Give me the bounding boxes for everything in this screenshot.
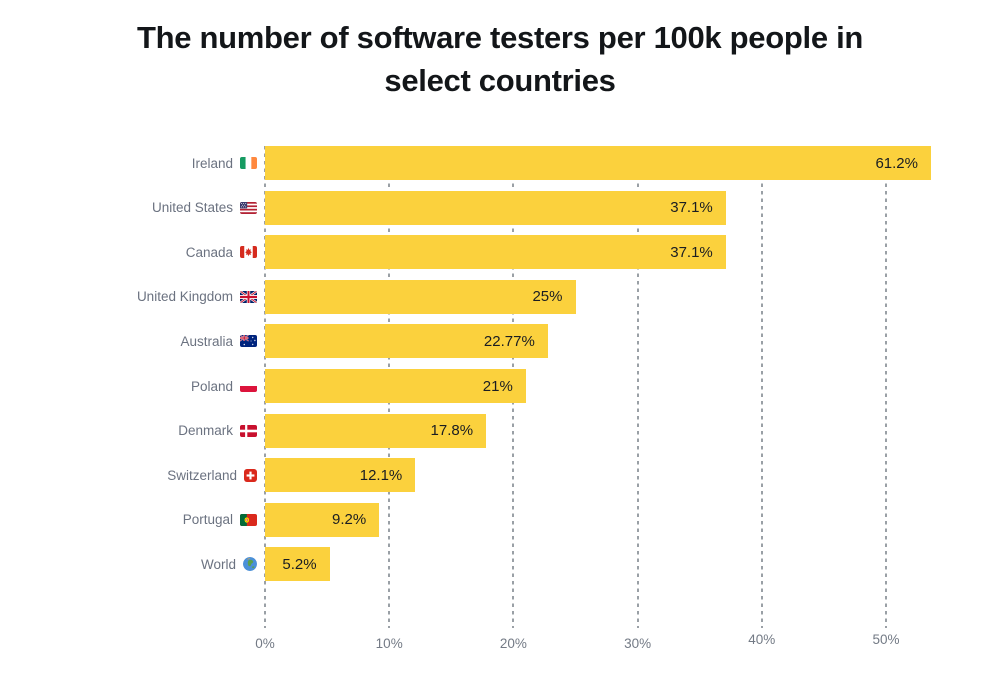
chart-title-line-1: The number of software testers per 100k … bbox=[136, 20, 864, 55]
flag-australia-icon bbox=[240, 335, 257, 348]
bar-value-label: 37.1% bbox=[670, 199, 713, 217]
category-label-ireland: Ireland bbox=[0, 146, 257, 180]
flag-poland-icon bbox=[240, 380, 257, 392]
category-label-text: Australia bbox=[180, 333, 233, 349]
category-label-text: Poland bbox=[190, 378, 233, 394]
category-label-text: Switzerland bbox=[167, 467, 237, 483]
gridline-50% bbox=[885, 146, 887, 628]
table-row: United Kingdom 25% bbox=[0, 279, 1000, 314]
x-tick-label-10%: 10% bbox=[375, 636, 403, 651]
flag-united-states-icon bbox=[240, 201, 257, 214]
table-row: Ireland 61.2% bbox=[0, 146, 1000, 180]
bar-australia: 22.77% bbox=[265, 324, 548, 359]
bar-switzerland: 12.1% bbox=[265, 458, 416, 493]
bar-poland: 21% bbox=[265, 369, 526, 403]
category-label-text: World bbox=[200, 556, 236, 572]
bar-denmark: 17.8% bbox=[265, 413, 487, 448]
bar-value-label: 61.2% bbox=[875, 154, 918, 172]
x-tick-label-40%: 40% bbox=[748, 632, 776, 647]
bar-value-label: 12.1% bbox=[359, 466, 403, 484]
category-label-portugal: Portugal bbox=[0, 503, 257, 537]
category-label-text: Portugal bbox=[182, 512, 233, 528]
table-row: Canada 37.1% bbox=[0, 235, 1000, 270]
category-label-poland: Poland bbox=[0, 369, 257, 403]
category-label-switzerland: Switzerland bbox=[0, 458, 257, 492]
category-label-denmark: Denmark bbox=[0, 414, 257, 448]
bar-world-globe: 5.2% bbox=[265, 547, 330, 582]
bar-value-label: 22.77% bbox=[483, 332, 535, 350]
table-row: Switzerland 12.1% bbox=[0, 458, 1000, 493]
category-label-united-states: United States bbox=[0, 191, 257, 225]
bar-value-label: 21% bbox=[482, 377, 513, 395]
category-label-text: Denmark bbox=[178, 423, 233, 439]
flag-ireland-icon bbox=[240, 157, 257, 169]
flag-switzerland-icon bbox=[244, 468, 257, 482]
table-row: United States 37.1% bbox=[0, 190, 1000, 225]
table-row: Denmark 17.8% bbox=[0, 413, 1000, 448]
category-label-text: United States bbox=[151, 200, 233, 216]
category-label-canada: Canada bbox=[0, 235, 257, 269]
bar-value-label: 9.2% bbox=[332, 511, 367, 529]
flag-denmark-icon bbox=[240, 424, 257, 437]
flag-portugal-icon bbox=[240, 513, 257, 526]
table-row: Poland 21% bbox=[0, 369, 1000, 403]
x-tick-label-50%: 50% bbox=[872, 632, 900, 647]
table-row: World 5.2% bbox=[0, 547, 1000, 582]
bar-united-states: 37.1% bbox=[265, 190, 726, 225]
bar-value-label: 25% bbox=[532, 288, 563, 306]
x-tick-label-30%: 30% bbox=[624, 636, 652, 651]
category-label-australia: Australia bbox=[0, 324, 257, 358]
bar-portugal: 9.2% bbox=[265, 502, 380, 537]
flag-world-globe-icon bbox=[243, 557, 257, 572]
table-row: Portugal 9.2% bbox=[0, 502, 1000, 537]
category-label-text: Canada bbox=[185, 244, 233, 260]
category-label-text: United Kingdom bbox=[136, 289, 233, 305]
gridline-30% bbox=[636, 146, 639, 628]
bar-canada: 37.1% bbox=[265, 235, 726, 270]
chart-title-line-2: select countries bbox=[384, 63, 616, 98]
chart-title: The number of software testers per 100k … bbox=[40, 16, 960, 102]
x-tick-label-20%: 20% bbox=[499, 636, 527, 651]
gridline-40% bbox=[760, 146, 763, 628]
bar-value-label: 17.8% bbox=[430, 422, 474, 440]
flag-united-kingdom-icon bbox=[240, 290, 257, 303]
flag-canada-icon bbox=[240, 246, 257, 259]
category-label-world-globe: World bbox=[0, 547, 257, 581]
bar-united-kingdom: 25% bbox=[265, 279, 576, 314]
category-label-text: Ireland bbox=[191, 155, 233, 171]
bar-value-label: 5.2% bbox=[282, 555, 317, 573]
category-label-united-kingdom: United Kingdom bbox=[0, 280, 257, 314]
bar-ireland: 61.2% bbox=[265, 146, 931, 180]
x-tick-label-0%: 0% bbox=[255, 636, 275, 651]
bar-value-label: 37.1% bbox=[670, 243, 713, 261]
table-row: Australia 22.77% bbox=[0, 324, 1000, 359]
